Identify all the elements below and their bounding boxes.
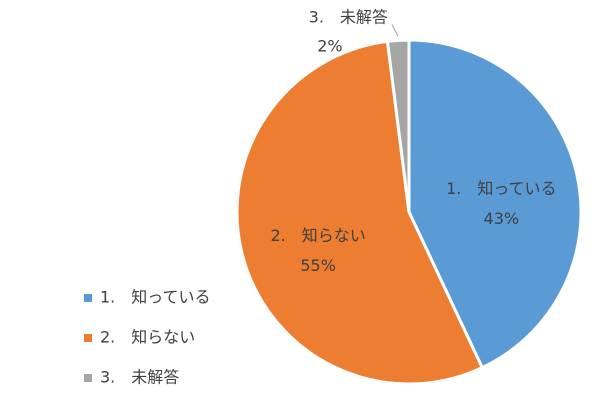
pie-slice <box>385 38 411 213</box>
leader-line <box>391 24 399 37</box>
slice-category-label: 1. 知っている <box>446 179 556 198</box>
legend-swatch <box>84 334 92 342</box>
legend-swatch <box>84 374 92 382</box>
slice-value-label: 55% <box>300 256 336 275</box>
legend-label: 3. 未解答 <box>100 368 179 387</box>
legend-label: 1. 知っている <box>100 288 210 307</box>
slice-category-label: 2. 知らない <box>271 226 366 245</box>
slice-value-label: 43% <box>484 209 520 228</box>
pie-slice <box>235 39 485 386</box>
pie-slice <box>407 38 583 370</box>
legend-label: 2. 知らない <box>100 328 195 347</box>
slice-category-label: 3. 未解答 <box>309 8 388 27</box>
slice-value-label: 2% <box>317 37 342 56</box>
legend-swatch <box>84 294 92 302</box>
